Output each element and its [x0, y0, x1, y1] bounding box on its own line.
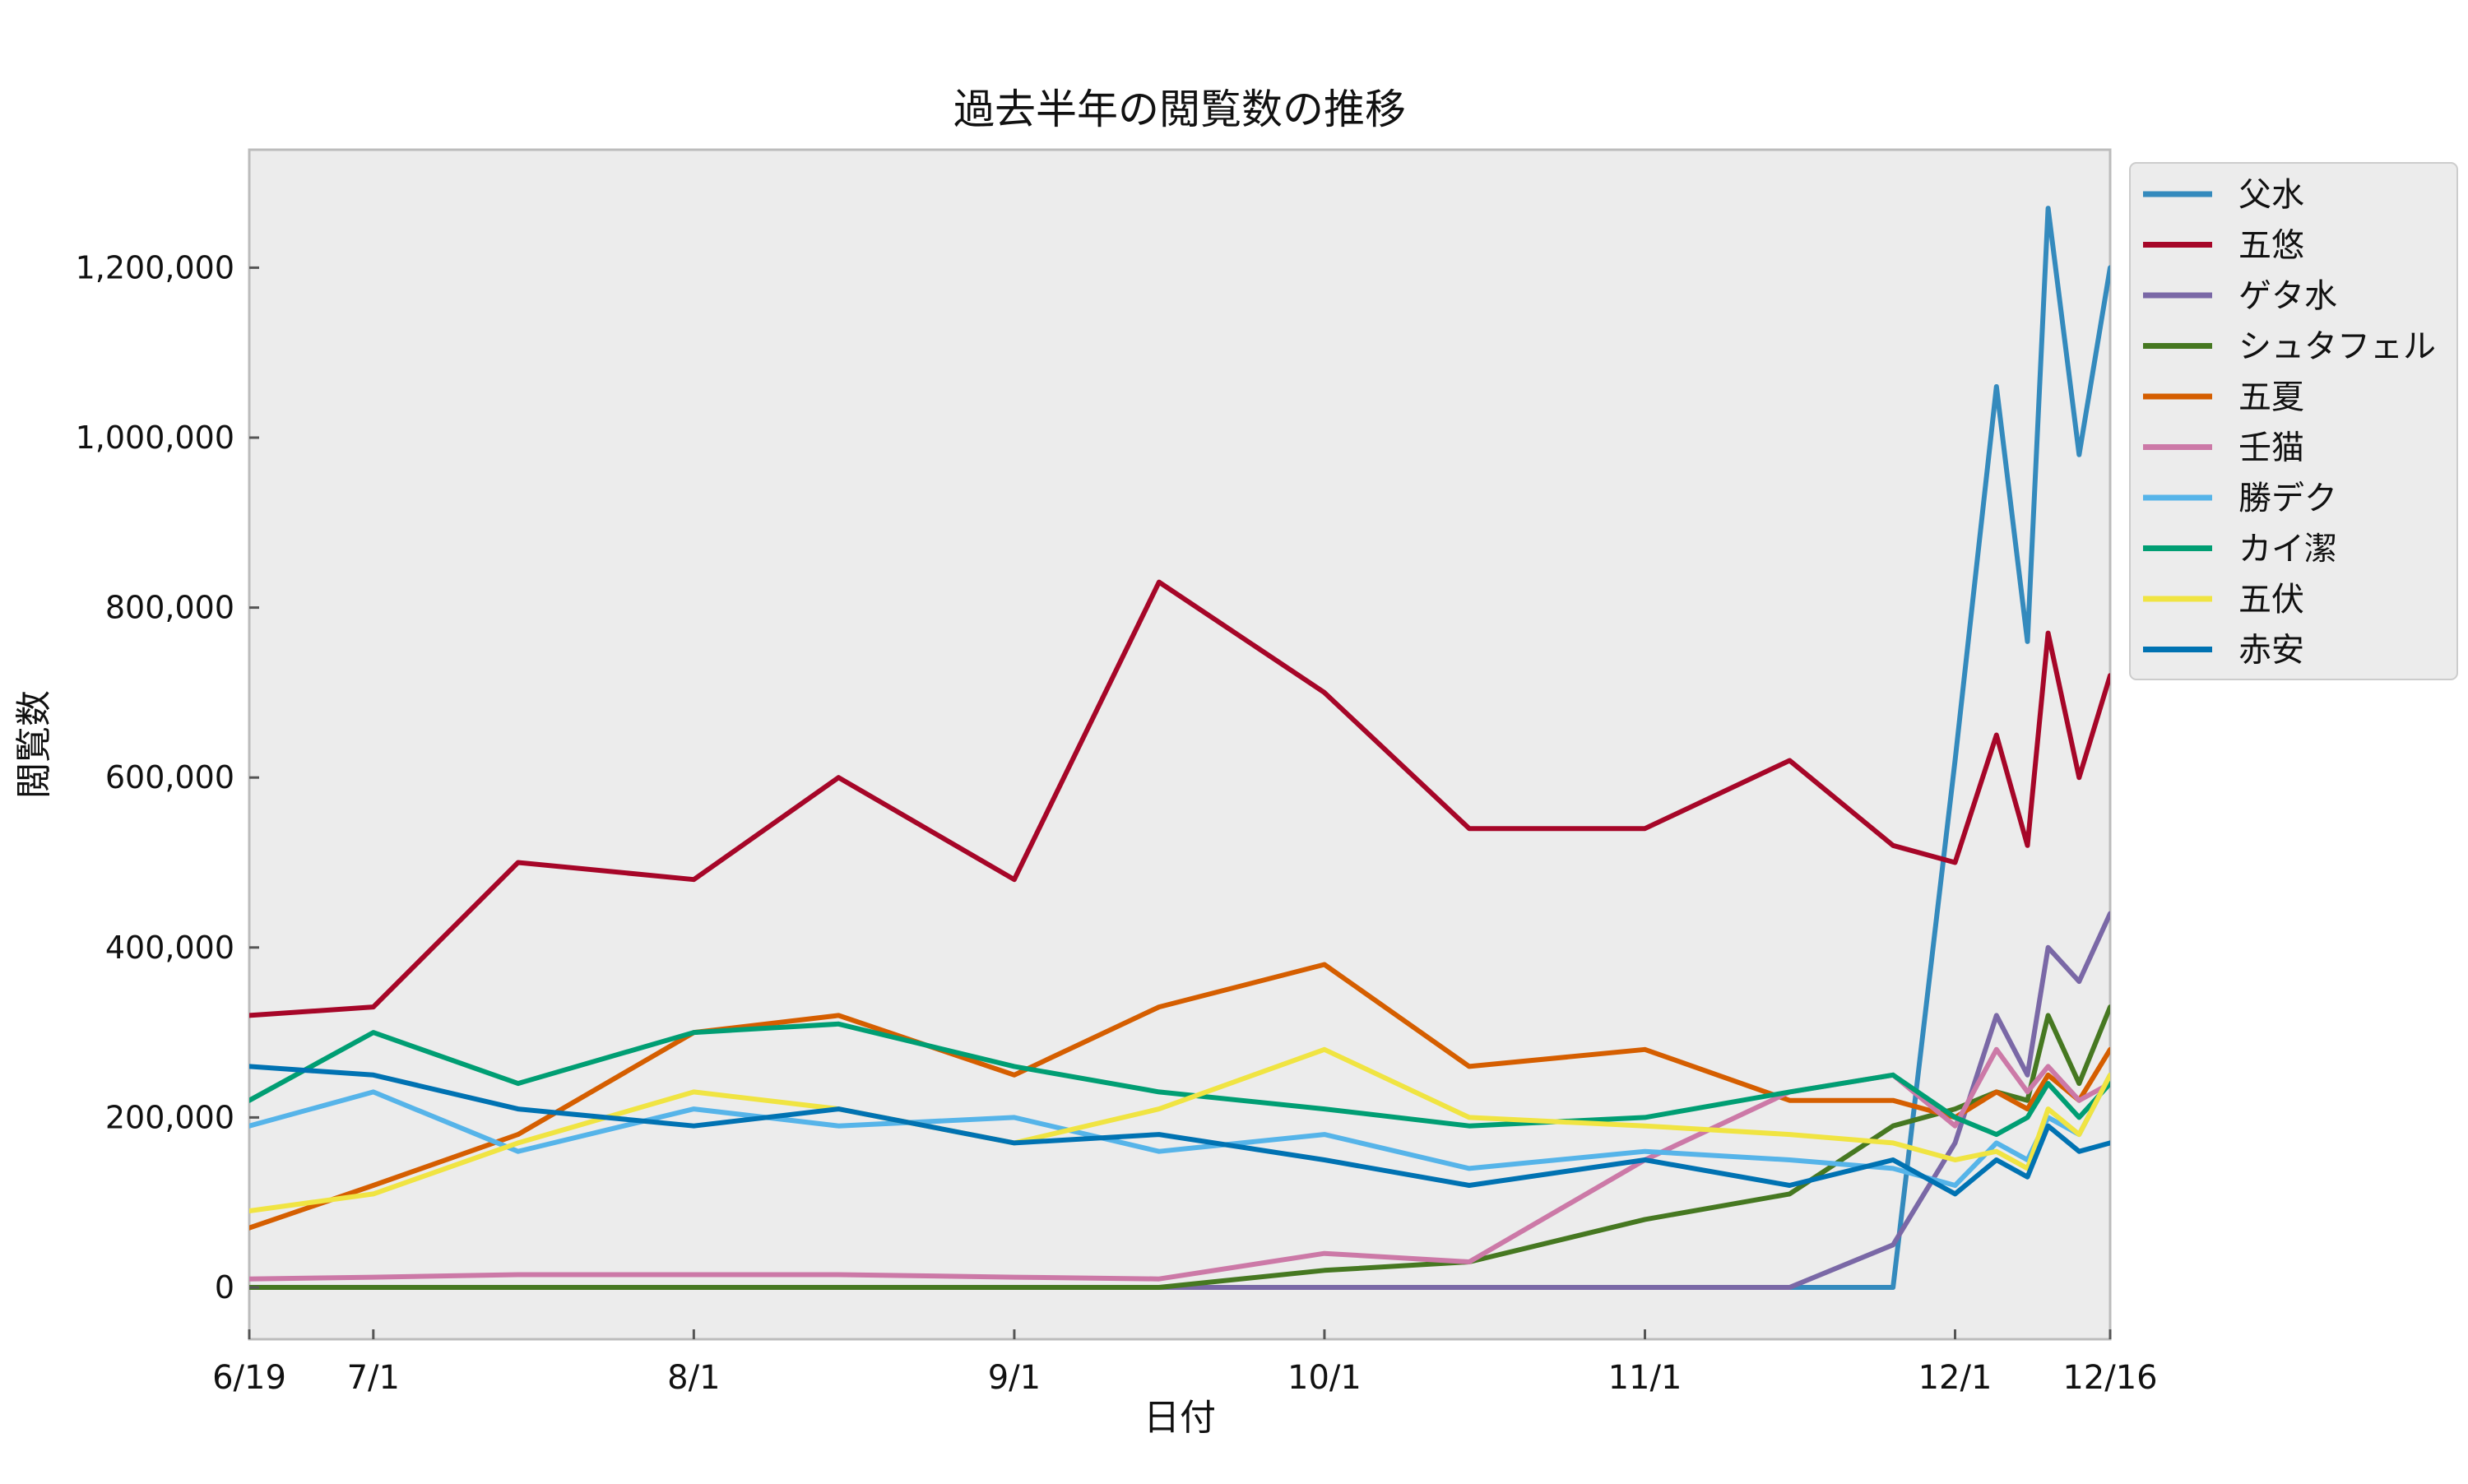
plot-area — [248, 148, 2112, 1341]
series-line-5 — [249, 962, 2110, 1231]
chart-title: 過去半年の閲覧数の推移 — [953, 86, 1406, 133]
y-tick-label: 600,000 — [105, 759, 234, 795]
x-tick-label: 12/1 — [1918, 1359, 1992, 1397]
legend-label: ゲタ水 — [2238, 277, 2337, 315]
y-tick-label: 400,000 — [105, 930, 234, 966]
legend-label: 五悠 — [2238, 227, 2304, 265]
y-tick-label: 800,000 — [105, 590, 234, 626]
x-tick-label: 10/1 — [1287, 1359, 1362, 1397]
y-tick-label: 200,000 — [105, 1099, 234, 1135]
legend-label: 勝デク — [2238, 480, 2337, 517]
x-tick-label: 9/1 — [988, 1359, 1041, 1397]
x-axis-label: 日付 — [1144, 1397, 1216, 1439]
legend-label: 五伏 — [2238, 581, 2304, 619]
legend-label: 五夏 — [2238, 378, 2304, 416]
series-line-10 — [249, 1064, 2110, 1197]
series-line-2 — [249, 579, 2110, 1018]
y-tick-label: 1,200,000 — [76, 249, 234, 285]
y-axis-label: 閲覧数 — [13, 690, 55, 799]
legend-label: カイ潔 — [2238, 531, 2337, 568]
legend-label: シュタフェル — [2238, 328, 2436, 366]
x-tick-label: 7/1 — [347, 1359, 400, 1397]
legend-label: 壬猫 — [2238, 429, 2304, 467]
y-tick-label: 1,000,000 — [76, 420, 234, 456]
legend-label: 父水 — [2238, 176, 2304, 214]
series-line-6 — [249, 1046, 2110, 1282]
x-tick-label: 12/16 — [2062, 1359, 2157, 1397]
x-tick-label: 6/19 — [212, 1359, 286, 1397]
series-line-9 — [249, 1046, 2110, 1213]
legend-label: 赤安 — [2238, 632, 2304, 670]
y-tick-label: 0 — [215, 1269, 234, 1305]
x-tick-label: 11/1 — [1608, 1359, 1682, 1397]
x-tick-label: 8/1 — [667, 1359, 720, 1397]
